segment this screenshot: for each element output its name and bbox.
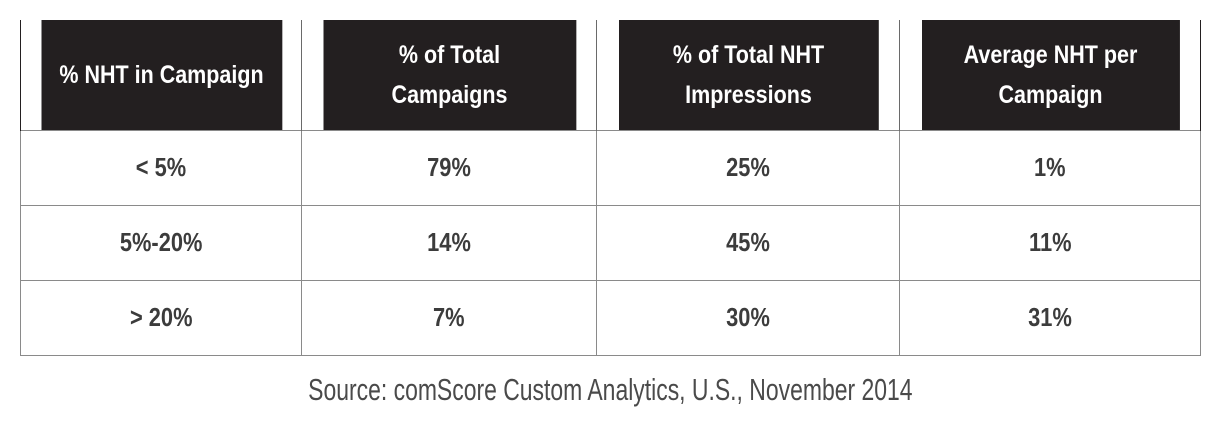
table-cell: 45% — [596, 204, 900, 281]
header-row: % NHT in Campaign % of Total Campaigns %… — [21, 20, 1201, 130]
table-cell: 30% — [596, 279, 900, 356]
table-cell: 25% — [596, 129, 900, 206]
table-cell: > 20% — [20, 279, 302, 356]
cell-value: 7% — [433, 302, 465, 332]
cell-value: > 20% — [129, 302, 193, 332]
cell-value: 79% — [427, 152, 471, 182]
table-row: > 20% 7% 30% 31% — [20, 279, 1201, 356]
cell-value: 14% — [427, 227, 471, 257]
cell-value: 31% — [1028, 302, 1072, 332]
cell-value: < 5% — [135, 152, 187, 182]
column-header-average-nht: Average NHT per Campaign — [920, 20, 1180, 130]
table-cell: 7% — [301, 279, 597, 356]
table-cell: 11% — [899, 204, 1201, 281]
column-header-total-campaigns: % of Total Campaigns — [321, 20, 577, 130]
column-header-total-nht-impressions: % of Total NHT Impressions — [617, 20, 879, 130]
cell-value: 5%-20% — [119, 227, 203, 257]
table-cell: < 5% — [20, 129, 302, 206]
cell-value: 25% — [726, 152, 770, 182]
table-cell: 5%-20% — [20, 204, 302, 281]
cell-value: 30% — [726, 302, 770, 332]
table-cell: 14% — [301, 204, 597, 281]
table-row: < 5% 79% 25% 1% — [20, 129, 1201, 206]
table-cell: 31% — [899, 279, 1201, 356]
table-row: 5%-20% 14% 45% 11% — [20, 204, 1201, 281]
nht-table-container: % NHT in Campaign % of Total Campaigns %… — [20, 20, 1201, 356]
column-header-nht-in-campaign: % NHT in Campaign — [39, 20, 283, 130]
cell-value: 1% — [1034, 152, 1066, 182]
cell-value: 45% — [726, 227, 770, 257]
source-caption-text: Source: comScore Custom Analytics, U.S.,… — [307, 372, 913, 407]
table-cell: 1% — [899, 129, 1201, 206]
table-cell: 79% — [301, 129, 597, 206]
cell-value: 11% — [1028, 227, 1072, 257]
nht-table: % NHT in Campaign % of Total Campaigns %… — [20, 20, 1201, 356]
source-caption: Source: comScore Custom Analytics, U.S.,… — [0, 372, 1220, 408]
